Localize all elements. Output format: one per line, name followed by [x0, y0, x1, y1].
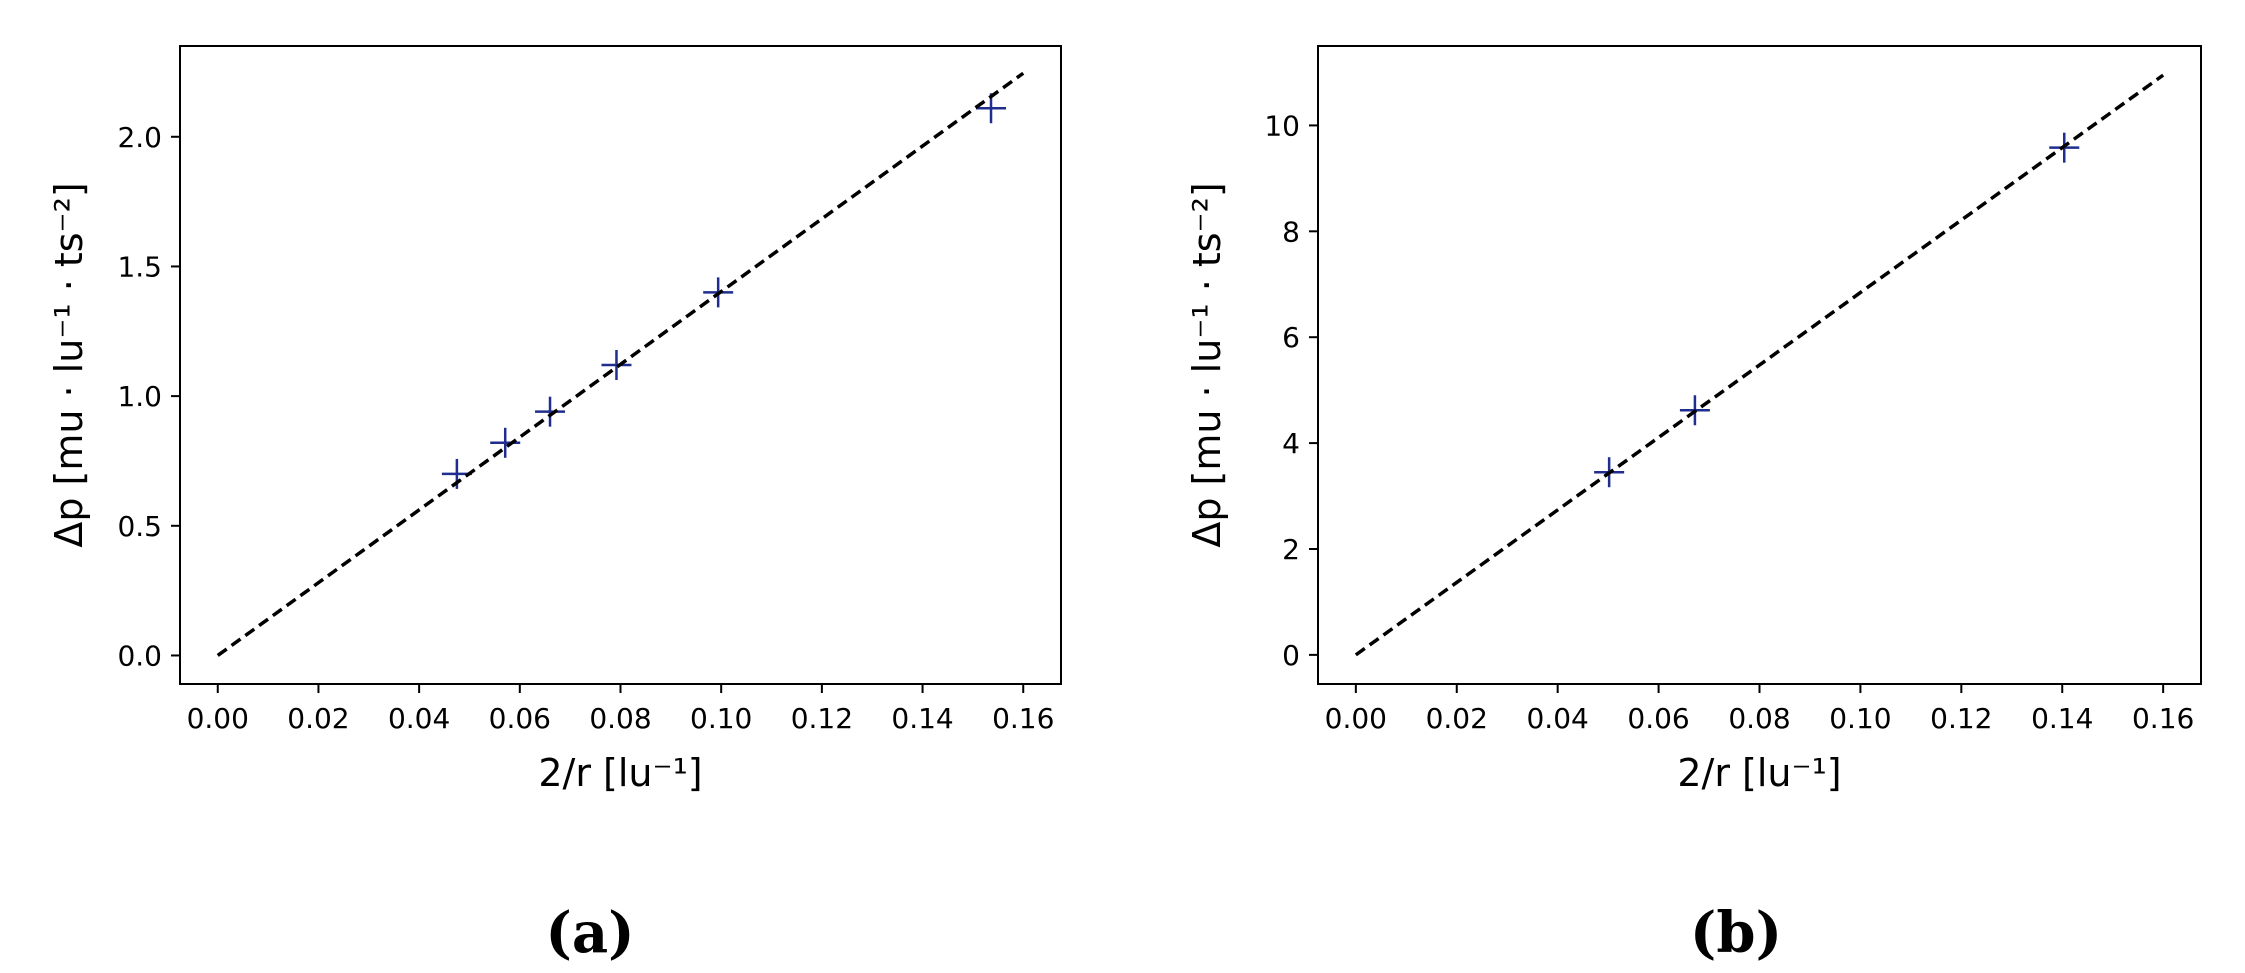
panel-label: (b) — [1690, 900, 1782, 966]
y-tick-label: 6 — [1282, 321, 1300, 354]
x-tick-label: 0.14 — [891, 702, 953, 735]
x-tick-label: 0.10 — [690, 702, 752, 735]
x-tick-label: 0.02 — [287, 702, 349, 735]
chart-panel-a: 0.00 0.02 0.04 0.06 0.08 0.10 0.12 0.14 0.16 0.0 0… — [47, 45, 1062, 966]
data-point — [601, 350, 632, 380]
chart-panel-b: 0.00 0.02 0.04 0.06 0.08 0.10 0.12 0.14 0.16 0 2 4 6… — [1185, 45, 2202, 966]
x-tick-label: 0.08 — [1728, 702, 1790, 735]
y-tick-label: 8 — [1282, 215, 1300, 248]
y-axis-label: Δp [mu · lu⁻¹ · ts⁻²] — [1185, 182, 1229, 547]
data-point — [535, 396, 566, 427]
x-tick-label: 0.06 — [489, 702, 551, 735]
x-tick-label: 0.04 — [388, 702, 450, 735]
x-tick-label: 0.06 — [1627, 702, 1689, 735]
y-tick-label: 4 — [1282, 427, 1300, 460]
y-tick-label: 1.5 — [117, 250, 162, 283]
y-tick-label: 2 — [1282, 533, 1300, 566]
y-tick-label: 0 — [1282, 639, 1300, 672]
y-tick-label: 2.0 — [117, 121, 162, 154]
x-tick-label: 0.00 — [187, 702, 249, 735]
x-axis-label: 2/r [lu⁻¹] — [1677, 751, 1841, 795]
fit-line — [216, 71, 1025, 657]
x-tick-label: 0.12 — [1930, 702, 1992, 735]
x-tick-label: 0.04 — [1526, 702, 1588, 735]
y-axis-label: Δp [mu · lu⁻¹ · ts⁻²] — [47, 182, 91, 547]
y-tick-label: 10 — [1264, 109, 1300, 142]
data-point — [490, 427, 521, 458]
x-tick-label: 0.02 — [1426, 702, 1488, 735]
panel-label: (a) — [545, 900, 634, 966]
x-tick-label: 0.16 — [992, 702, 1054, 735]
x-tick-label: 0.16 — [2132, 702, 2194, 735]
y-tick-label: 1.0 — [117, 380, 162, 413]
fit-line — [1354, 73, 2165, 657]
x-tick-label: 0.10 — [1829, 702, 1891, 735]
x-tick-label: 0.08 — [589, 702, 651, 735]
x-tick-label: 0.12 — [791, 702, 853, 735]
x-tick-label: 0.14 — [2031, 702, 2093, 735]
y-tick-label: 0.0 — [117, 639, 162, 672]
y-tick-label: 0.5 — [117, 510, 162, 543]
x-axis-label: 2/r [lu⁻¹] — [538, 751, 702, 795]
x-tick-label: 0.00 — [1325, 702, 1387, 735]
